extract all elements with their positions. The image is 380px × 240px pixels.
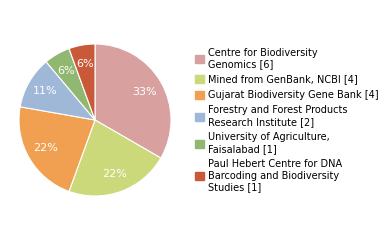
Wedge shape — [19, 107, 95, 192]
Text: 33%: 33% — [132, 86, 157, 96]
Wedge shape — [69, 44, 95, 120]
Wedge shape — [95, 44, 171, 158]
Text: 11%: 11% — [33, 86, 58, 96]
Legend: Centre for Biodiversity
Genomics [6], Mined from GenBank, NCBI [4], Gujarat Biod: Centre for Biodiversity Genomics [6], Mi… — [195, 48, 378, 192]
Wedge shape — [20, 62, 95, 120]
Text: 22%: 22% — [102, 168, 127, 179]
Text: 6%: 6% — [76, 59, 94, 69]
Text: 22%: 22% — [33, 144, 58, 154]
Text: 6%: 6% — [58, 66, 75, 76]
Wedge shape — [46, 48, 95, 120]
Wedge shape — [69, 120, 161, 196]
